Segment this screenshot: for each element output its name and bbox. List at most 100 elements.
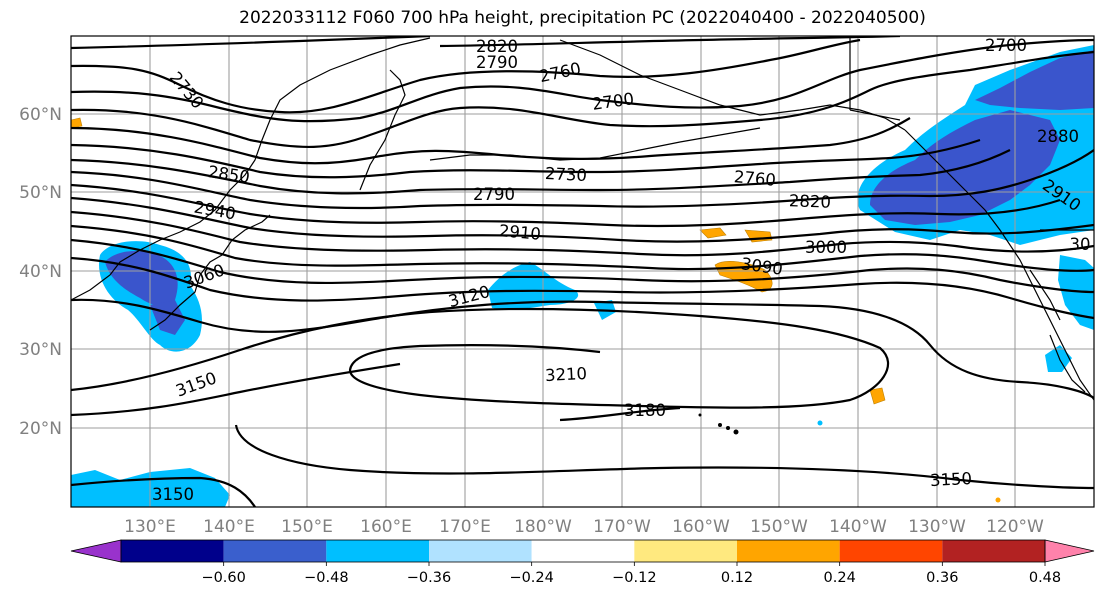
- lon-tick-label: 150°E: [281, 517, 333, 537]
- coastline-na-west: [904, 129, 1094, 401]
- contour-label: 3210: [545, 364, 588, 385]
- contour-label: 3150: [930, 469, 973, 490]
- colorbar-tick-label: −0.60: [201, 570, 245, 586]
- colorbar-tick-label: −0.36: [407, 570, 451, 586]
- contour-label: 2880: [1037, 127, 1079, 146]
- height-contour: [71, 50, 1094, 149]
- lon-tick-label: 120°W: [986, 517, 1044, 537]
- coastline-aleutian: [429, 127, 761, 161]
- colorbar-tick-label: −0.24: [509, 570, 553, 586]
- colorbar-segment: [839, 540, 943, 562]
- chart-title: 2022033112 F060 700 hPa height, precipit…: [239, 8, 926, 28]
- precip-area-positive: [869, 387, 886, 405]
- lon-tick-label: 150°W: [750, 517, 808, 537]
- colorbar-segment: [429, 540, 532, 562]
- contour-label: 2820: [476, 37, 518, 56]
- svg-text:3150: 3150: [930, 469, 973, 490]
- precip-area-negative: [1058, 255, 1094, 330]
- height-contour: [234, 424, 1094, 490]
- height-contour: [71, 476, 256, 507]
- lon-tick-label: 160°E: [360, 517, 412, 537]
- svg-text:2760: 2760: [733, 167, 776, 190]
- contour-label: 3150: [152, 485, 194, 504]
- island-precip: [995, 497, 1001, 503]
- height-contour: [71, 38, 1094, 123]
- contour-label: 3000: [805, 238, 847, 257]
- colorbar-tick-label: 0.24: [824, 570, 856, 586]
- height-contour: [439, 36, 901, 48]
- lon-tick-label: 140°W: [829, 517, 887, 537]
- hawaii-island: [733, 429, 739, 435]
- height-contour: [71, 307, 890, 409]
- height-contour: [71, 210, 1094, 257]
- colorbar-segment: [737, 540, 840, 562]
- svg-text:2700: 2700: [985, 36, 1027, 55]
- svg-text:3150: 3150: [152, 485, 194, 504]
- contour-label: 3180: [624, 401, 666, 420]
- height-contour: [71, 36, 431, 50]
- contour-label: 2730: [545, 164, 588, 185]
- map-frame: [70, 35, 1095, 508]
- height-contour: [71, 298, 1094, 399]
- colorbar-segment: [531, 540, 635, 562]
- height-contour: [71, 149, 1011, 195]
- svg-text:2820: 2820: [789, 191, 832, 211]
- contour-label: 2760: [733, 167, 776, 190]
- height-contour: [71, 117, 911, 165]
- height-contour: [71, 256, 1094, 320]
- height-contour: [71, 224, 1094, 272]
- svg-text:2940: 2940: [193, 197, 238, 223]
- lat-tick-label: 20°N: [19, 419, 62, 439]
- lon-tick-label: 130°E: [124, 517, 176, 537]
- lat-tick-label: 40°N: [19, 262, 62, 282]
- latitude-labels: 60°N 50°N 40°N 30°N 20°N: [19, 105, 62, 439]
- contour-label: 2790: [476, 53, 518, 72]
- height-contour: [71, 238, 1094, 294]
- colorbar-extend-left: [70, 539, 122, 563]
- coastline-alaska: [559, 39, 906, 131]
- colorbar-segment: [942, 540, 1045, 562]
- contour-label: 2940: [193, 197, 238, 223]
- colorbar-tick-label: 0.12: [721, 570, 753, 586]
- lon-tick-label: 180°W: [514, 517, 572, 537]
- precip-area-negative: [488, 262, 579, 310]
- hawaii-island: [726, 426, 730, 430]
- svg-text:2880: 2880: [1037, 127, 1079, 146]
- hawaii-island: [718, 423, 722, 427]
- lat-tick-label: 30°N: [19, 340, 62, 360]
- lon-tick-label: 140°E: [203, 517, 255, 537]
- height-contour: [71, 362, 401, 417]
- svg-text:2820: 2820: [476, 37, 518, 56]
- colorbar: −0.60 −0.48 −0.36 −0.24 −0.12 0.12 0.24 0.36 0.4…: [70, 539, 1095, 586]
- svg-text:30: 30: [1070, 235, 1091, 254]
- lat-tick-label: 50°N: [19, 183, 62, 203]
- lat-tick-label: 60°N: [19, 105, 62, 125]
- precip-area-positive: [71, 117, 83, 129]
- precip-area-positive: [699, 227, 727, 239]
- contour-label: 2850: [207, 162, 251, 187]
- lon-tick-label: 170°E: [439, 517, 491, 537]
- height-contour: [71, 183, 1061, 228]
- contour-label: 2910: [498, 221, 541, 244]
- colorbar-tick-label: −0.48: [304, 570, 348, 586]
- coastline-ne-corner: [1029, 269, 1061, 321]
- contour-label: 3150: [173, 368, 219, 400]
- colorbar-frame: [120, 539, 1046, 563]
- colorbar-extend-right: [1044, 539, 1095, 563]
- contour-label: 2700: [591, 89, 635, 114]
- height-contour: [71, 149, 1094, 210]
- lon-tick-label: 130°W: [908, 517, 966, 537]
- contour-label: 2700: [985, 36, 1027, 55]
- colorbar-tick-label: 0.48: [1029, 570, 1061, 586]
- colorbar-segment: [121, 540, 224, 562]
- svg-text:2760: 2760: [538, 59, 583, 86]
- height-contour: [71, 138, 981, 179]
- colorbar-segment: [223, 540, 327, 562]
- svg-text:3000: 3000: [805, 238, 847, 257]
- svg-text:3210: 3210: [545, 364, 588, 385]
- precip-area-negative-strong: [975, 50, 1094, 110]
- svg-text:2790: 2790: [476, 53, 518, 72]
- height-contours: [71, 36, 1094, 507]
